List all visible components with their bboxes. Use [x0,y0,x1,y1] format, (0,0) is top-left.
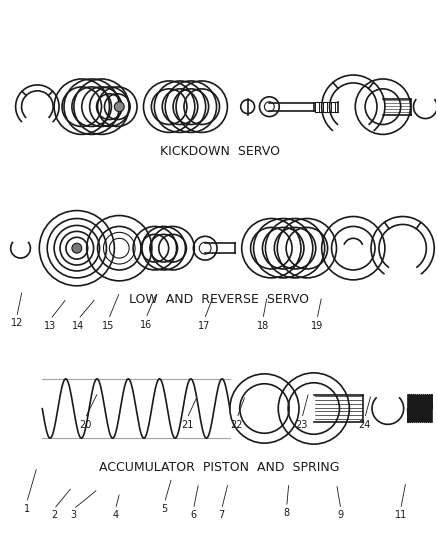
Text: 19: 19 [310,320,322,330]
Text: 14: 14 [72,320,84,330]
Text: 17: 17 [198,320,210,330]
Text: LOW  AND  REVERSE  SERVO: LOW AND REVERSE SERVO [129,293,308,306]
Text: 23: 23 [295,419,307,430]
Text: 4: 4 [112,511,118,520]
Text: 2: 2 [51,511,57,520]
Text: 20: 20 [79,419,91,430]
Text: ACCUMULATOR  PISTON  AND  SPRING: ACCUMULATOR PISTON AND SPRING [99,462,339,474]
Text: 15: 15 [102,320,114,330]
Text: 3: 3 [70,511,76,520]
Circle shape [72,243,81,253]
Text: 24: 24 [358,419,370,430]
Text: 12: 12 [11,318,23,328]
Text: 5: 5 [161,504,167,514]
Text: KICKDOWN  SERVO: KICKDOWN SERVO [159,145,279,158]
Text: 22: 22 [230,419,243,430]
Text: 6: 6 [190,511,196,520]
Text: 18: 18 [256,320,268,330]
Text: 8: 8 [283,508,289,519]
Circle shape [114,102,124,111]
Text: 21: 21 [180,419,193,430]
Text: 7: 7 [218,511,224,520]
Text: 1: 1 [24,504,30,514]
Text: 13: 13 [44,320,57,330]
Text: 11: 11 [394,511,406,520]
Text: 9: 9 [337,511,343,520]
Text: 16: 16 [139,319,152,329]
